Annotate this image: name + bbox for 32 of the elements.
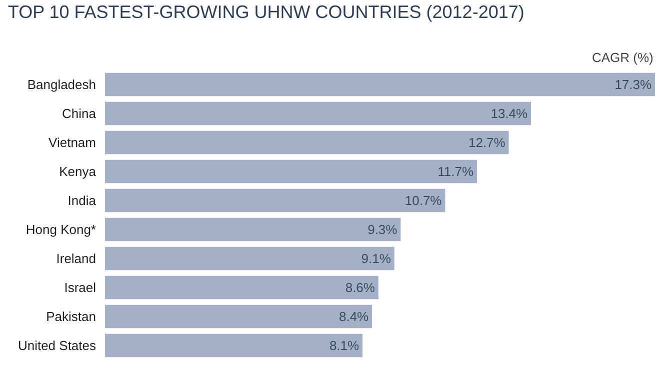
y-tick-label: Bangladesh [27,77,96,92]
bar [105,160,477,184]
y-tick-label: China [62,106,97,122]
bar [105,218,401,242]
bar [105,188,446,212]
data-label: 8.6% [345,280,376,295]
data-label: 13.4% [490,106,528,121]
data-label: 11.7% [438,164,474,179]
data-label: 8.4% [338,309,370,324]
y-tick-label: Hong Kong* [26,222,96,238]
bar [105,72,655,96]
data-label: 9.3% [368,222,398,237]
y-tick-label: Kenya [59,164,97,180]
bar [105,130,509,154]
y-tick-label: Pakistan [46,309,96,324]
data-label: 10.7% [404,193,442,208]
y-tick-label: India [68,193,97,208]
bar [105,276,378,300]
data-label: 8.1% [329,338,360,353]
bar [105,246,394,270]
y-tick-label: Israel [64,280,96,296]
data-label: 17.3% [614,77,652,92]
y-tick-label: Vietnam [48,135,96,150]
x-axis-title: CAGR (%) [592,50,654,65]
data-label: 12.7% [468,135,506,150]
bar [105,334,363,358]
chart-title: TOP 10 FASTEST-GROWING UHNW COUNTRIES (2012-2017) [8,2,524,22]
bar [105,304,372,328]
y-tick-label: United States [18,338,96,354]
bar [105,102,532,126]
data-label: 9.1% [361,251,392,266]
y-tick-label: Ireland [56,251,96,266]
